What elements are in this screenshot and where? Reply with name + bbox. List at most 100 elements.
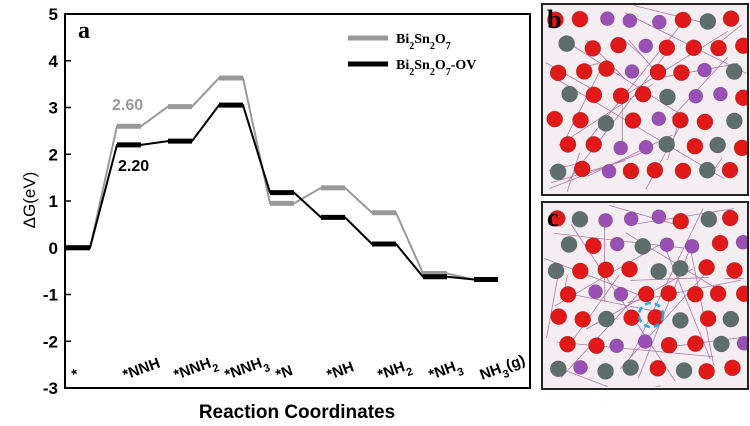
atom [736,336,747,351]
bond-line [566,152,581,192]
x-axis-label: Reaction Coordinates [199,402,395,423]
atom [622,13,638,28]
atom [598,213,613,228]
structure-image-c: c [541,201,749,390]
atom [624,112,642,129]
atom [700,210,718,228]
atom [621,260,638,278]
atom [699,161,716,179]
atom [684,238,700,254]
atom [610,36,627,54]
series-layer [66,75,498,283]
bond-line [544,258,651,300]
bond-line [652,63,739,80]
atom [672,312,689,329]
atom [600,11,615,26]
atom [634,85,652,103]
bond-line [557,341,714,358]
bond-line [624,12,747,74]
panel-label-a: a [78,18,90,44]
bond-line [655,385,661,387]
y-tick-label: 5 [49,5,58,24]
atom [585,86,603,104]
atom [549,64,567,82]
atom [672,260,689,277]
atom [546,110,563,128]
atom [735,235,747,250]
atom [713,86,728,102]
atom [735,89,747,107]
atom [726,262,743,279]
atom [559,335,576,353]
atom [560,236,578,253]
atom [573,160,591,178]
y-tick-label: 0 [49,239,58,258]
bond-line [633,5,705,24]
crystal-structure-c [544,204,747,388]
atom [649,359,667,377]
atom [672,111,689,129]
atom [659,237,675,253]
x-tick-label: *N [274,362,295,384]
legend-label: Bi2Sn2O7 [396,32,451,52]
atom [637,285,655,303]
atom [573,360,588,375]
atom [571,210,589,228]
atom [658,39,676,57]
bond-line [623,39,645,59]
y-axis-label: ΔG(eV) [20,172,39,229]
bond-line [603,213,606,303]
atom [601,163,617,179]
atom [623,211,639,227]
atom [637,334,653,349]
atom [598,310,615,328]
atom [687,335,704,352]
atom [651,209,667,225]
atom [548,210,566,227]
atom [623,309,640,326]
bond-line [675,336,745,347]
atom [649,63,667,81]
atom [558,35,575,52]
annotation-label: 2.20 [118,158,149,175]
bond-line [661,239,711,360]
atom [675,362,693,379]
bond-line [630,277,709,281]
atom [609,236,625,252]
y-tick-label: 3 [49,99,58,118]
atom [673,64,690,81]
atom [709,136,726,154]
atom [698,259,715,276]
atom [659,88,676,106]
atom [735,37,747,55]
atom [672,212,690,230]
bond-line [546,267,561,339]
bond-line [569,293,653,312]
atom [650,263,667,280]
bond-line [557,79,725,180]
bond-line [562,369,608,388]
bond-line [560,286,646,379]
atom [710,39,727,57]
oxygen-vacancy-marker [637,301,665,329]
x-tick-label: NH3(g) [478,352,530,389]
atom [571,10,589,28]
atom [575,63,593,80]
atom [696,113,714,131]
x-tick-label: * [70,366,81,384]
y-tick-label: -2 [43,332,58,351]
atom [638,139,654,155]
atom [726,112,743,130]
panel-label-b: b [547,5,562,34]
atom [647,309,664,326]
atom [547,11,564,29]
atom [651,14,667,30]
atom [561,85,578,103]
atom [585,237,602,255]
atom [660,285,677,302]
atom [598,60,615,77]
bond-line [563,61,605,142]
atom [550,308,568,325]
atom [709,285,727,302]
